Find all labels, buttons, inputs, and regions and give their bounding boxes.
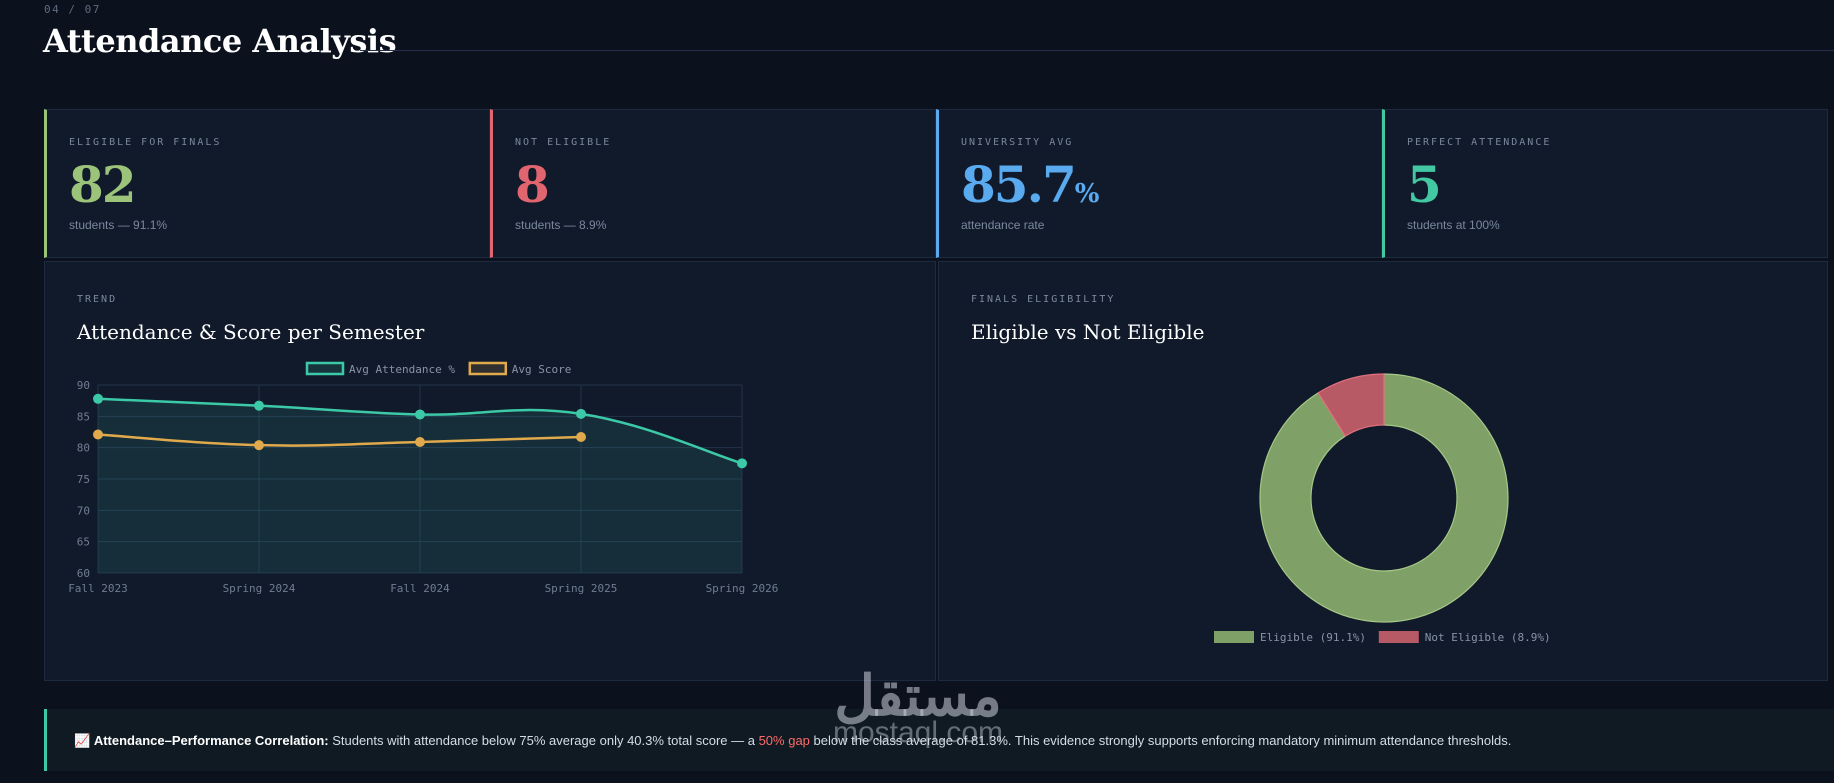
stat-card-not-eligible: NOT ELIGIBLE 8 students — 8.9% (490, 109, 936, 258)
series-line (97, 433, 582, 447)
stat-cards: ELIGIBLE FOR FINALS 82 students — 91.1% … (44, 109, 1828, 258)
chart-trend-icon: 📈 (74, 733, 91, 748)
data-point (254, 400, 264, 411)
stat-label: ELIGIBLE FOR FINALS (69, 137, 222, 148)
eligibility-panel: FINALS ELIGIBILITY Eligible vs Not Eligi… (938, 261, 1828, 681)
stat-number: 5 (1407, 155, 1442, 214)
stat-card-university-avg: UNIVERSITY AVG 85.7% attendance rate (936, 109, 1382, 258)
data-point (576, 408, 586, 419)
x-tick-label: Fall 2024 (390, 582, 450, 595)
insight-lead: Attendance–Performance Correlation: (93, 733, 329, 748)
insight-highlight: 50% gap (758, 733, 810, 748)
data-point (415, 409, 425, 420)
data-point (254, 440, 264, 451)
legend-label: Avg Score (512, 363, 572, 376)
y-tick-label: 65 (77, 536, 90, 549)
y-tick-label: 60 (77, 567, 90, 580)
y-tick-label: 75 (77, 473, 90, 486)
stat-label: UNIVERSITY AVG (961, 137, 1074, 148)
panel-label: TREND (77, 294, 118, 305)
insight-text: 📈 Attendance–Performance Correlation: St… (74, 733, 1511, 749)
title-divider (360, 50, 1834, 51)
panel-label: FINALS ELIGIBILITY (971, 294, 1116, 305)
stat-card-eligible: ELIGIBLE FOR FINALS 82 students — 91.1% (44, 109, 490, 258)
stat-subtext: attendance rate (961, 218, 1045, 232)
insight-body: Students with attendance below 75% avera… (328, 733, 759, 748)
legend-label: Eligible (91.1%) (1260, 631, 1366, 644)
stat-value: 82 (69, 160, 137, 210)
donut-slice (1317, 373, 1385, 437)
stat-unit: % (1074, 179, 1100, 209)
panel-title: Attendance & Score per Semester (77, 320, 425, 344)
data-point (93, 393, 103, 404)
x-tick-label: Spring 2026 (706, 582, 779, 595)
stat-label: PERFECT ATTENDANCE (1407, 137, 1552, 148)
data-point (93, 429, 103, 440)
data-point (737, 458, 747, 469)
insight-body-end: below the class average of 81.3%. This e… (809, 733, 1512, 748)
x-tick-label: Spring 2025 (545, 582, 618, 595)
x-tick-label: Spring 2024 (223, 582, 296, 595)
stat-subtext: students — 8.9% (515, 218, 607, 232)
stat-value: 8 (515, 160, 550, 210)
legend-swatch (468, 361, 508, 376)
legend-label: Avg Attendance % (349, 363, 455, 376)
series-area (98, 398, 742, 573)
legend-swatch (1378, 631, 1419, 643)
stat-card-perfect-attendance: PERFECT ATTENDANCE 5 students at 100% (1382, 109, 1828, 258)
x-tick-label: Fall 2023 (68, 582, 128, 595)
data-point (415, 437, 425, 448)
donut-chart: Eligible (91.1%) Not Eligible (8.9%) (1214, 373, 1551, 644)
stat-value: 5 (1407, 160, 1442, 210)
y-tick-label: 90 (77, 379, 90, 392)
page-title: Attendance Analysis (43, 22, 397, 60)
trend-panel: TREND Attendance & Score per Semester 60… (44, 261, 936, 681)
stat-label: NOT ELIGIBLE (515, 137, 612, 148)
donut-slice (1259, 373, 1509, 623)
slide-counter: 04 / 07 (44, 3, 101, 16)
legend-swatch (1214, 631, 1254, 643)
legend-label: Not Eligible (8.9%) (1425, 631, 1551, 644)
stat-number: 82 (69, 155, 137, 214)
stat-number: 8 (515, 155, 550, 214)
legend-swatch (305, 361, 345, 376)
y-tick-label: 85 (77, 410, 90, 423)
stat-subtext: students — 91.1% (69, 218, 168, 232)
stat-subtext: students at 100% (1407, 218, 1500, 232)
stat-number: 85.7 (961, 155, 1077, 214)
y-tick-label: 80 (77, 442, 90, 455)
stat-value: 85.7% (961, 160, 1100, 210)
data-point (576, 432, 586, 443)
line-chart: 60 65 70 75 80 85 90 Fall 2023 Spring 2024 Fall 2… (68, 361, 779, 595)
y-tick-label: 70 (77, 504, 90, 517)
panel-title: Eligible vs Not Eligible (971, 320, 1205, 344)
insight-callout: 📈 Attendance–Performance Correlation: St… (44, 709, 1834, 771)
